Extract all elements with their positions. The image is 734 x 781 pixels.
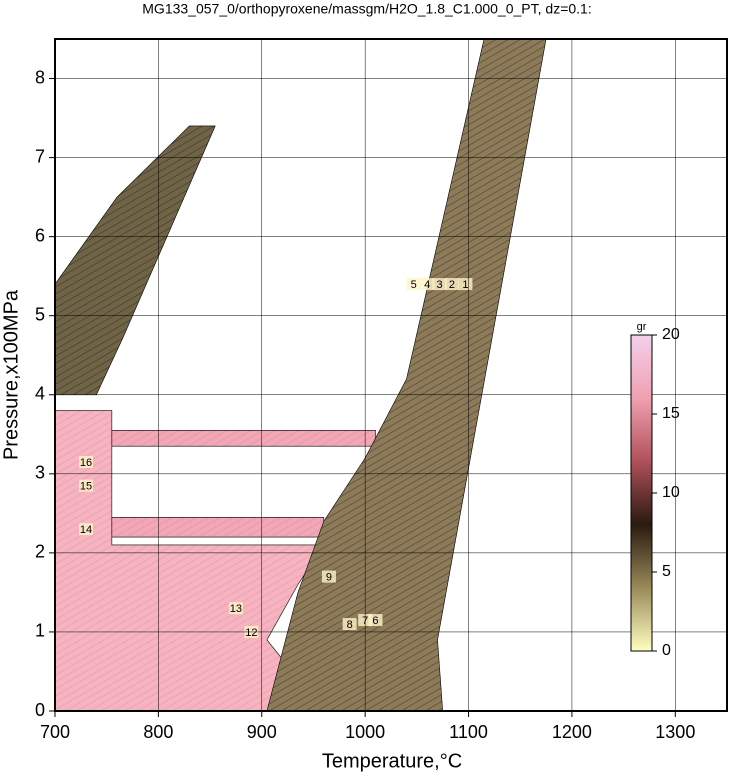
- contour-label-bg: [79, 455, 94, 468]
- colorbar: [630, 334, 653, 652]
- contour-label-bg: [342, 618, 357, 631]
- y-tick-label: 1: [35, 621, 45, 641]
- contour-label: 12: [245, 627, 257, 639]
- chart-title: MG133_057_0/orthopyroxene/massgm/H2O_1.8…: [142, 1, 591, 17]
- contour-label: 1: [462, 279, 468, 291]
- contour-label-bg: [79, 479, 94, 492]
- x-tick-label: 1100: [449, 722, 488, 742]
- colorbar-tick-label: 0: [662, 642, 671, 659]
- colorbar-tick-label: 20: [662, 326, 680, 343]
- colorbar-tick-label: 10: [662, 484, 680, 501]
- contour-label-bg: [432, 278, 447, 291]
- y-tick-label: 5: [35, 304, 45, 324]
- contour-label-bg: [79, 523, 94, 536]
- contour-label: 15: [80, 481, 92, 493]
- region-hatch: [111, 430, 376, 447]
- y-tick-label: 7: [35, 146, 45, 166]
- x-tick-label: 1000: [345, 722, 385, 742]
- region-hatch: [266, 39, 547, 711]
- contour-label: 13: [230, 603, 242, 615]
- y-tick-label: 8: [35, 67, 45, 87]
- contour-label-bg: [228, 602, 243, 615]
- x-tick-label: 1300: [655, 722, 695, 742]
- contour-label-bg: [458, 278, 473, 291]
- y-tick-label: 6: [35, 225, 45, 245]
- contour-label: 4: [424, 279, 430, 291]
- contour-label: 3: [437, 279, 443, 291]
- colorbar-tick-label: 15: [662, 405, 680, 422]
- y-tick-label: 2: [35, 542, 45, 562]
- contour-label: 9: [326, 572, 332, 584]
- y-axis-label: Pressure,x100MPa: [0, 289, 22, 460]
- contour-label: 14: [80, 524, 92, 536]
- colorbar-label: gr: [637, 321, 647, 333]
- contour-label-bg: [368, 614, 383, 627]
- contour-label: 8: [347, 619, 353, 631]
- x-axis-label: Temperature,°C: [322, 750, 462, 772]
- region-hatch: [111, 517, 324, 538]
- contour-label-bg: [321, 570, 336, 583]
- contour-label: 2: [449, 279, 455, 291]
- contour-label-bg: [420, 278, 435, 291]
- x-tick-label: 700: [40, 722, 70, 742]
- y-tick-label: 3: [35, 463, 45, 483]
- y-tick-label: 0: [35, 700, 45, 720]
- contour-label: 16: [80, 457, 92, 469]
- y-tick-label: 4: [35, 384, 45, 404]
- x-tick-label: 1200: [552, 722, 592, 742]
- contour-label-bg: [406, 278, 421, 291]
- x-tick-label: 900: [247, 722, 277, 742]
- x-tick-label: 800: [143, 722, 173, 742]
- contour-label: 5: [411, 279, 417, 291]
- region-hatch: [55, 125, 216, 395]
- contour-label-bg: [444, 278, 459, 291]
- contour-label: 6: [372, 615, 378, 627]
- colorbar-tick-label: 5: [662, 563, 671, 580]
